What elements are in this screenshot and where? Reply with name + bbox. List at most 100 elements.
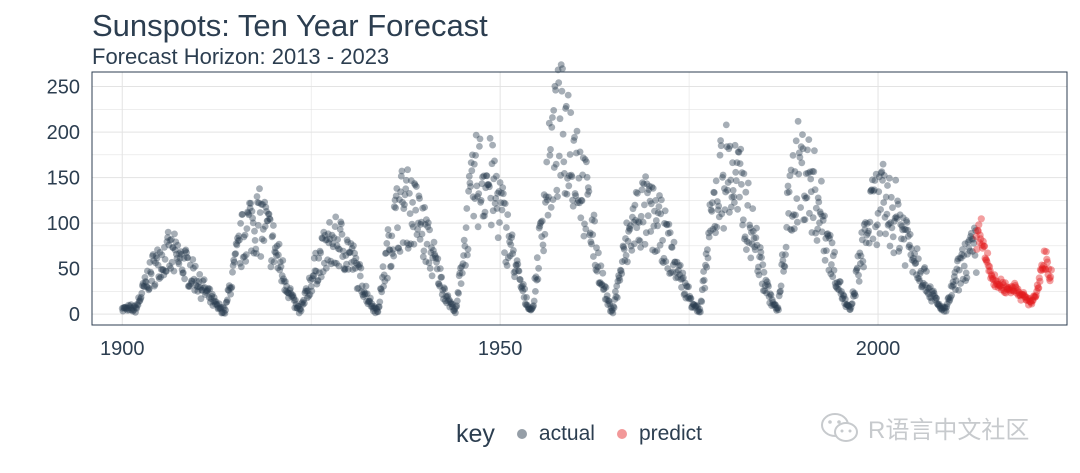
data-point-actual <box>276 266 284 274</box>
data-point-actual <box>802 170 810 178</box>
data-point-actual <box>794 117 802 125</box>
data-point-actual <box>149 251 157 258</box>
data-point-actual <box>637 212 645 220</box>
data-point-actual <box>208 292 216 300</box>
data-point-actual <box>241 231 249 239</box>
data-point-actual <box>872 223 879 231</box>
data-point-predict <box>988 272 996 280</box>
data-point-actual <box>706 201 714 209</box>
data-point-actual <box>224 286 232 294</box>
data-point-predict <box>973 245 981 253</box>
data-point-actual <box>488 160 496 168</box>
data-point-predict <box>1038 264 1046 272</box>
data-point-actual <box>970 239 978 247</box>
data-point-actual <box>487 194 495 202</box>
data-point-actual <box>803 194 811 202</box>
data-point-actual <box>538 233 546 241</box>
data-point-actual <box>494 189 501 197</box>
data-point-actual <box>676 271 683 278</box>
data-point-actual <box>955 266 963 274</box>
data-point-actual <box>576 148 584 156</box>
data-point-actual <box>432 254 440 262</box>
data-point-actual <box>133 305 141 312</box>
data-point-actual <box>476 143 483 150</box>
data-point-actual <box>957 280 964 287</box>
data-point-actual <box>150 257 158 265</box>
data-point-actual <box>604 301 612 308</box>
data-point-actual <box>780 262 788 270</box>
data-point-actual <box>863 220 871 227</box>
data-point-actual <box>867 188 874 195</box>
data-point-actual <box>775 306 782 314</box>
data-point-actual <box>541 230 549 238</box>
data-point-actual <box>326 235 334 243</box>
data-point-actual <box>817 210 825 218</box>
data-point-actual <box>597 262 605 270</box>
data-point-actual <box>296 306 304 313</box>
data-point-actual <box>602 284 610 291</box>
data-point-predict <box>1021 293 1029 301</box>
data-point-actual <box>871 177 879 184</box>
data-point-actual <box>645 186 653 194</box>
data-point-actual <box>929 291 937 298</box>
data-point-actual <box>526 305 534 312</box>
data-point-actual <box>736 193 743 201</box>
data-point-actual <box>729 159 736 167</box>
data-point-actual <box>309 275 316 283</box>
data-point-predict <box>985 263 994 271</box>
data-point-actual <box>187 280 195 287</box>
data-point-actual <box>583 173 591 181</box>
data-point-actual <box>462 261 469 269</box>
data-point-actual <box>550 164 558 171</box>
data-point-actual <box>363 290 371 298</box>
data-point-actual <box>675 267 682 274</box>
data-point-actual <box>717 137 724 144</box>
data-point-actual <box>746 224 754 232</box>
data-point-actual <box>632 188 640 196</box>
data-point-actual <box>908 256 916 264</box>
data-point-actual <box>354 261 362 269</box>
data-point-actual <box>492 195 500 202</box>
data-point-predict <box>1010 287 1018 295</box>
data-point-actual <box>259 225 267 233</box>
data-point-actual <box>607 304 615 312</box>
data-point-actual <box>147 270 155 278</box>
data-point-actual <box>735 148 743 156</box>
data-point-actual <box>501 200 509 208</box>
data-point-actual <box>620 243 627 251</box>
data-point-actual <box>326 219 333 226</box>
data-point-actual <box>186 283 194 290</box>
data-point-actual <box>171 246 179 254</box>
data-point-actual <box>891 214 899 222</box>
data-point-actual <box>853 266 860 273</box>
y-tick-label: 100 <box>47 213 80 235</box>
data-point-actual <box>887 193 895 201</box>
data-point-predict <box>1038 261 1046 269</box>
data-point-actual <box>800 216 808 224</box>
data-point-actual <box>786 172 794 180</box>
data-point-actual <box>387 263 394 271</box>
data-point-actual <box>811 147 818 155</box>
data-point-actual <box>451 305 459 313</box>
data-point-actual <box>322 236 330 244</box>
data-point-actual <box>423 240 431 248</box>
data-point-predict <box>1013 289 1021 297</box>
data-point-actual <box>641 240 649 248</box>
data-point-actual <box>723 143 731 151</box>
data-point-predict <box>1009 287 1018 295</box>
data-point-actual <box>943 303 951 311</box>
data-point-actual <box>770 301 777 309</box>
data-point-actual <box>288 293 296 300</box>
data-point-actual <box>128 304 136 312</box>
data-point-predict <box>977 215 985 223</box>
data-point-actual <box>962 269 970 277</box>
data-point-actual <box>286 286 294 294</box>
data-point-actual <box>874 221 881 229</box>
data-point-actual <box>730 193 738 201</box>
data-point-actual <box>693 307 701 315</box>
data-point-predict <box>1014 291 1023 299</box>
data-point-actual <box>658 196 665 204</box>
data-point-actual <box>877 206 884 213</box>
data-point-actual <box>876 230 884 237</box>
data-point-actual <box>200 284 207 292</box>
